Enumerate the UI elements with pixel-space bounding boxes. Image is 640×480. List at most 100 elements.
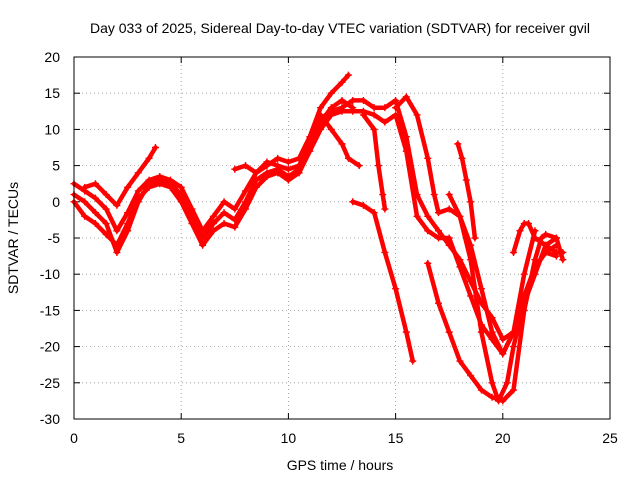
data-point-marker	[424, 259, 432, 267]
data-point-marker	[445, 234, 453, 242]
data-point-marker	[166, 183, 174, 191]
series-trace	[511, 221, 566, 255]
y-tick-label: -20	[40, 339, 60, 355]
data-point-marker	[477, 328, 485, 336]
data-point-marker	[188, 220, 196, 228]
data-point-marker	[91, 180, 99, 188]
data-point-marker	[477, 386, 485, 394]
data-point-marker	[263, 172, 271, 180]
data-point-marker	[355, 162, 363, 170]
x-tick-label: 5	[177, 430, 185, 446]
data-point-marker	[274, 169, 282, 177]
data-point-marker	[424, 154, 432, 162]
data-point-marker	[392, 96, 400, 104]
data-point-marker	[134, 187, 142, 195]
data-point-marker	[552, 234, 560, 242]
data-point-marker	[306, 133, 314, 141]
data-point-marker	[124, 183, 132, 191]
data-point-marker	[102, 191, 110, 199]
data-point-marker	[317, 104, 325, 112]
data-point-marker	[338, 96, 346, 104]
series-trace	[232, 72, 351, 176]
data-point-marker	[434, 234, 442, 242]
data-point-marker	[91, 194, 99, 202]
x-tick-label: 20	[495, 430, 511, 446]
data-point-marker	[381, 248, 389, 256]
data-point-marker	[370, 104, 378, 112]
data-point-marker	[338, 140, 346, 148]
data-point-marker	[381, 205, 389, 213]
y-tick-label: 15	[44, 85, 60, 101]
data-point-marker	[413, 111, 421, 119]
data-point-marker	[467, 292, 475, 300]
data-point-marker	[145, 154, 153, 162]
data-point-marker	[317, 111, 325, 119]
data-point-marker	[488, 328, 496, 336]
data-point-marker	[344, 71, 352, 79]
data-point-marker	[552, 248, 560, 256]
data-point-marker	[317, 125, 325, 133]
axis-tick-labels: 0 5 10 15 20 25 -30 -25 -20 -15 -10 -5 0 5 10 15 20	[40, 49, 618, 446]
data-point-marker	[102, 220, 110, 228]
y-tick-label: -25	[40, 375, 60, 391]
data-point-marker	[477, 285, 485, 293]
series-2	[70, 107, 560, 358]
data-point-marker	[209, 212, 217, 220]
data-point-marker	[81, 212, 89, 220]
data-point-marker	[263, 162, 271, 170]
data-point-marker	[445, 191, 453, 199]
data-point-marker	[284, 158, 292, 166]
data-point-marker	[402, 147, 410, 155]
data-point-marker	[379, 191, 387, 199]
x-tick-label: 10	[281, 430, 297, 446]
x-tick-label: 25	[602, 430, 618, 446]
series-0	[70, 96, 357, 235]
data-point-marker	[456, 263, 464, 271]
data-point-marker	[359, 96, 367, 104]
data-point-marker	[252, 169, 260, 177]
data-point-marker	[220, 209, 228, 217]
data-point-marker	[424, 227, 432, 235]
y-tick-label: -30	[40, 411, 60, 427]
data-point-marker	[344, 154, 352, 162]
data-point-marker	[231, 205, 239, 213]
data-point-marker	[456, 212, 464, 220]
data-point-marker	[402, 328, 410, 336]
data-point-marker	[559, 256, 567, 264]
data-point-marker	[542, 241, 550, 249]
data-point-marker	[374, 162, 382, 170]
data-point-marker	[295, 169, 303, 177]
data-point-marker	[445, 205, 453, 213]
data-point-marker	[424, 212, 432, 220]
data-point-marker	[209, 220, 217, 228]
data-point-marker	[499, 397, 507, 405]
data-point-marker	[381, 118, 389, 126]
data-point-marker	[242, 187, 250, 195]
y-axis-label: SDTVAR / TECUs	[5, 182, 21, 294]
data-point-marker	[434, 209, 442, 217]
data-point-marker	[295, 154, 303, 162]
series-7	[349, 198, 417, 365]
data-point-marker	[156, 180, 164, 188]
data-point-marker	[434, 227, 442, 235]
series-trace	[350, 199, 416, 364]
data-point-marker	[462, 176, 470, 184]
series-5	[317, 111, 363, 170]
data-point-marker	[370, 125, 378, 133]
data-point-marker	[531, 234, 539, 242]
data-point-marker	[102, 205, 110, 213]
data-point-marker	[252, 183, 260, 191]
data-point-marker	[392, 104, 400, 112]
data-point-marker	[516, 227, 524, 235]
data-point-marker	[91, 220, 99, 228]
data-point-marker	[113, 241, 121, 249]
data-point-marker	[274, 154, 282, 162]
data-point-marker	[488, 379, 496, 387]
data-point-marker	[402, 93, 410, 101]
data-point-marker	[456, 357, 464, 365]
data-point-marker	[177, 183, 185, 191]
data-point-marker	[231, 165, 239, 173]
data-point-marker	[124, 220, 132, 228]
data-point-marker	[145, 183, 153, 191]
